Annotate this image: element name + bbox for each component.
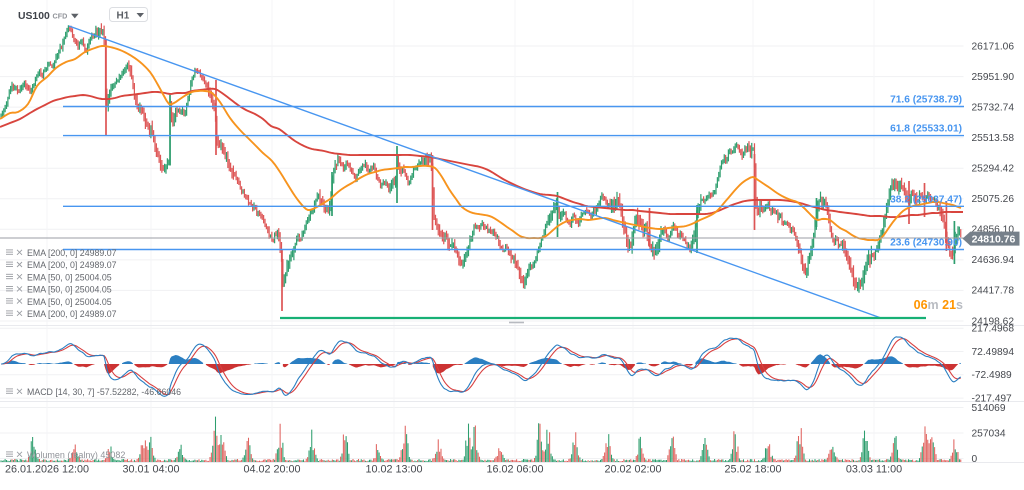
svg-text:24636.94: 24636.94 [972, 255, 1015, 266]
svg-text:Wolumen (realny) 45082: Wolumen (realny) 45082 [27, 450, 125, 460]
svg-text:61.8 (25533.01): 61.8 (25533.01) [890, 124, 962, 135]
svg-text:-72.4989: -72.4989 [972, 370, 1013, 381]
svg-text:24856.10: 24856.10 [972, 225, 1015, 236]
svg-text:EMA [50, 0] 25004.05: EMA [50, 0] 25004.05 [27, 285, 112, 295]
svg-text:EMA [50, 0] 25004.05: EMA [50, 0] 25004.05 [27, 272, 112, 282]
svg-text:20.02 02:00: 20.02 02:00 [604, 464, 661, 476]
svg-text:25075.26: 25075.26 [972, 194, 1015, 205]
svg-text:03.03 11:00: 03.03 11:00 [846, 464, 902, 476]
svg-text:25951.90: 25951.90 [972, 72, 1015, 83]
svg-text:US100: US100 [18, 11, 50, 22]
svg-text:H1: H1 [117, 10, 130, 21]
svg-text:38.2 (25037.47): 38.2 (25037.47) [890, 194, 962, 205]
svg-text:25513.58: 25513.58 [972, 133, 1015, 144]
svg-text:71.6 (25738.79): 71.6 (25738.79) [890, 95, 962, 106]
svg-text:EMA [200, 0] 24989.07: EMA [200, 0] 24989.07 [27, 260, 117, 270]
svg-text:MACD [14, 30, 7] -57.52282: MACD [14, 30, 7] -57.52282, -46.66046 [27, 387, 181, 397]
svg-text:25.02 18:00: 25.02 18:00 [724, 464, 781, 476]
svg-text:26171.06: 26171.06 [972, 41, 1015, 52]
svg-text:257034: 257034 [972, 428, 1006, 439]
svg-text:24417.78: 24417.78 [972, 286, 1015, 297]
svg-text:24810.76: 24810.76 [972, 233, 1016, 245]
svg-text:0: 0 [972, 454, 978, 465]
svg-text:10.02 13:00: 10.02 13:00 [365, 464, 422, 476]
svg-text:23.6 (24730.90): 23.6 (24730.90) [890, 238, 962, 249]
svg-text:25294.42: 25294.42 [972, 164, 1015, 175]
svg-text:24198.62: 24198.62 [972, 316, 1015, 327]
svg-text:-217.497: -217.497 [972, 393, 1013, 404]
svg-text:EMA [200, 0] 24989.07: EMA [200, 0] 24989.07 [27, 309, 117, 319]
svg-text:514069: 514069 [972, 403, 1006, 414]
svg-text:217.4968: 217.4968 [972, 324, 1015, 335]
svg-text:25732.74: 25732.74 [972, 102, 1015, 113]
svg-text:EMA [200, 0] 24989.07: EMA [200, 0] 24989.07 [27, 248, 117, 258]
svg-text:EMA [50, 0] 25004.05: EMA [50, 0] 25004.05 [27, 297, 112, 307]
svg-text:16.02 06:00: 16.02 06:00 [486, 464, 543, 476]
svg-text:CFD: CFD [53, 12, 68, 21]
svg-text:06m 21s: 06m 21s [914, 298, 963, 312]
svg-text:30.01 04:00: 30.01 04:00 [122, 464, 179, 476]
svg-text:04.02 20:00: 04.02 20:00 [243, 464, 300, 476]
svg-text:26.01.2026 12:00: 26.01.2026 12:00 [5, 464, 89, 476]
svg-text:72.49894: 72.49894 [972, 347, 1015, 358]
